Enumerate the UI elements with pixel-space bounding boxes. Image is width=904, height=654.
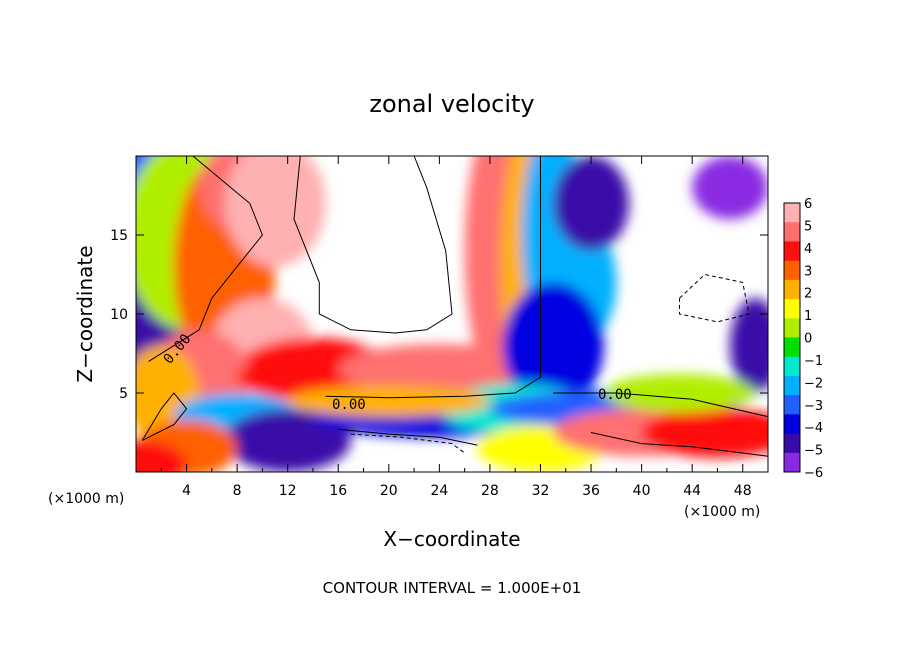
velocity-blob xyxy=(692,156,768,220)
velocity-blob xyxy=(553,156,629,251)
x-tick-label: 32 xyxy=(532,483,550,499)
x-unit-left: (×1000 m) xyxy=(48,491,124,507)
x-tick-label: 28 xyxy=(481,483,499,499)
colorbar-tick-label: −1 xyxy=(804,354,823,369)
zero-contour xyxy=(553,392,768,418)
velocity-blob xyxy=(136,440,187,472)
y-tick-label: 10 xyxy=(110,307,128,323)
y-tick-label: 5 xyxy=(119,386,128,402)
x-tick-label: 8 xyxy=(233,483,242,499)
heatmap-field xyxy=(136,156,768,472)
colorbar-swatch xyxy=(784,279,800,300)
velocity-blob xyxy=(502,282,604,409)
colorbar-swatch xyxy=(784,414,800,435)
colorbar-tick-label: 2 xyxy=(804,287,812,302)
colorbar-tick-label: 3 xyxy=(804,264,812,279)
x-axis: 4 8 12 16 20 24 28 32 36 40 44 48 xyxy=(160,156,752,499)
contour-label-2: 0.00 xyxy=(598,387,632,403)
colorbar-tick-label: 6 xyxy=(804,197,812,212)
x-tick-label: 40 xyxy=(633,483,651,499)
zero-contour xyxy=(325,156,541,399)
contour-label-1: 0.00 xyxy=(332,397,366,413)
colorbar: 6 5 4 3 2 1 0 −1 −2 −3 −4 −5 −6 xyxy=(783,197,823,481)
colorbar-swatch xyxy=(784,375,800,396)
colorbar-swatch xyxy=(784,318,800,338)
x-tick-label: 4 xyxy=(182,483,191,499)
zero-contour xyxy=(590,432,768,457)
zero-contour xyxy=(148,156,263,362)
zero-contours xyxy=(141,156,768,457)
y-axis: 5 10 15 xyxy=(110,228,768,402)
x-tick-label: 48 xyxy=(734,483,752,499)
x-tick-label: 12 xyxy=(279,483,297,499)
colorbar-tick-label: −2 xyxy=(804,376,823,391)
y-tick-label: 15 xyxy=(110,228,128,244)
x-tick-label: 16 xyxy=(329,483,347,499)
colorbar-swatch xyxy=(784,260,800,281)
velocity-field-blobs xyxy=(136,156,768,472)
velocity-blob xyxy=(603,374,756,412)
zero-contour xyxy=(293,156,453,334)
contour-interval-footer: CONTOUR INTERVAL = 1.000E+01 xyxy=(323,579,582,597)
colorbar-tick-label: −5 xyxy=(804,444,823,459)
colorbar-tick-label: 4 xyxy=(804,242,812,257)
colorbar-tick-label: 5 xyxy=(804,219,812,234)
velocity-blob xyxy=(730,298,768,393)
colorbar-swatch xyxy=(784,203,800,223)
colorbar-tick-label: −6 xyxy=(804,466,823,481)
x-axis-label: X−coordinate xyxy=(383,527,520,551)
chart-title: zonal velocity xyxy=(369,90,534,118)
x-tick-label: 36 xyxy=(582,483,600,499)
colorbar-swatch xyxy=(784,452,800,473)
colorbar-swatch xyxy=(784,299,800,319)
x-tick-label: 24 xyxy=(430,483,448,499)
colorbar-tick-label: 0 xyxy=(804,332,812,347)
y-axis-label: Z−coordinate xyxy=(73,245,97,382)
zero-contour xyxy=(338,428,478,446)
x-tick-label: 44 xyxy=(683,483,701,499)
colorbar-tick-label: 1 xyxy=(804,309,812,324)
colorbar-tick-label: −3 xyxy=(804,399,823,414)
velocity-blob xyxy=(224,408,351,472)
colorbar-swatch xyxy=(784,356,800,377)
colorbar-swatch xyxy=(784,395,800,415)
colorbar-frame xyxy=(783,202,801,473)
x-unit-right: (×1000 m) xyxy=(684,504,760,520)
colorbar-swatch xyxy=(784,241,800,262)
velocity-blob xyxy=(287,385,490,417)
velocity-blob xyxy=(224,156,326,267)
zero-contour xyxy=(141,392,188,441)
x-tick-label: 20 xyxy=(380,483,398,499)
colorbar-tick-label: −4 xyxy=(804,421,823,436)
colorbar-swatch xyxy=(784,337,800,358)
negative-contour xyxy=(679,273,750,323)
colorbar-swatch xyxy=(784,433,800,454)
colorbar-swatch xyxy=(784,222,800,242)
